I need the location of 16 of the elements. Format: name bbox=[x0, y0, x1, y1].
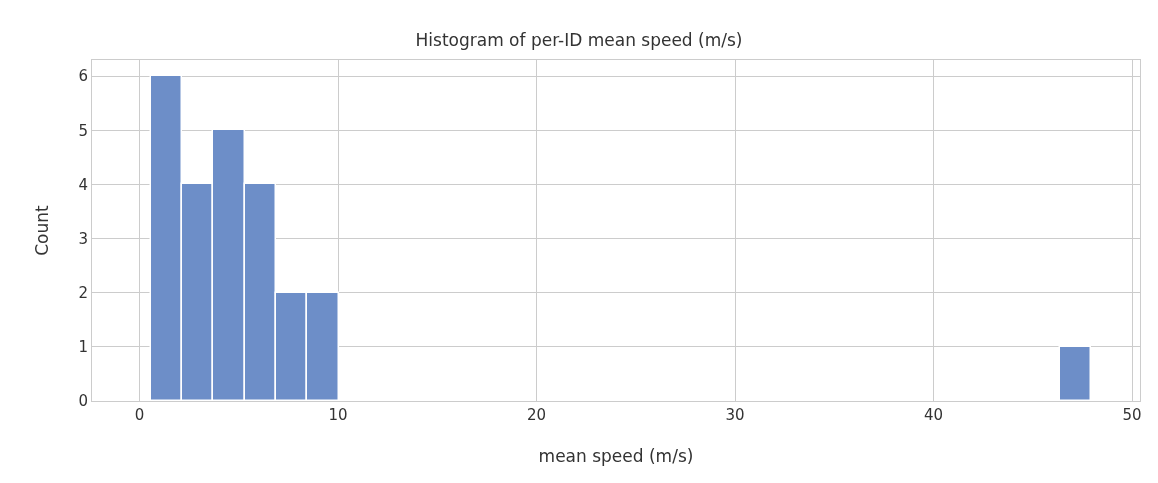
x-axis-title: mean speed (m/s) bbox=[538, 446, 694, 466]
x-tick-label: 40 bbox=[924, 406, 944, 424]
y-tick-label: 4 bbox=[78, 175, 88, 194]
y-tick-label: 5 bbox=[78, 121, 88, 140]
y-tick-label: 2 bbox=[78, 284, 88, 302]
x-tick-label: 50 bbox=[1122, 406, 1142, 424]
x-tick-label: 20 bbox=[527, 406, 547, 424]
x-tick-label: 10 bbox=[328, 406, 348, 424]
x-tick-label: 30 bbox=[725, 406, 745, 424]
y-axis-title: Count bbox=[32, 204, 52, 256]
y-tick-label: 3 bbox=[78, 229, 88, 248]
y-tick-label: 1 bbox=[78, 338, 88, 357]
y-tick-label: 6 bbox=[78, 67, 88, 86]
y-tick-label: 0 bbox=[78, 392, 88, 411]
chart-title: Histogram of per-ID mean speed (m/s) bbox=[415, 29, 743, 50]
x-tick-label: 0 bbox=[134, 406, 145, 424]
